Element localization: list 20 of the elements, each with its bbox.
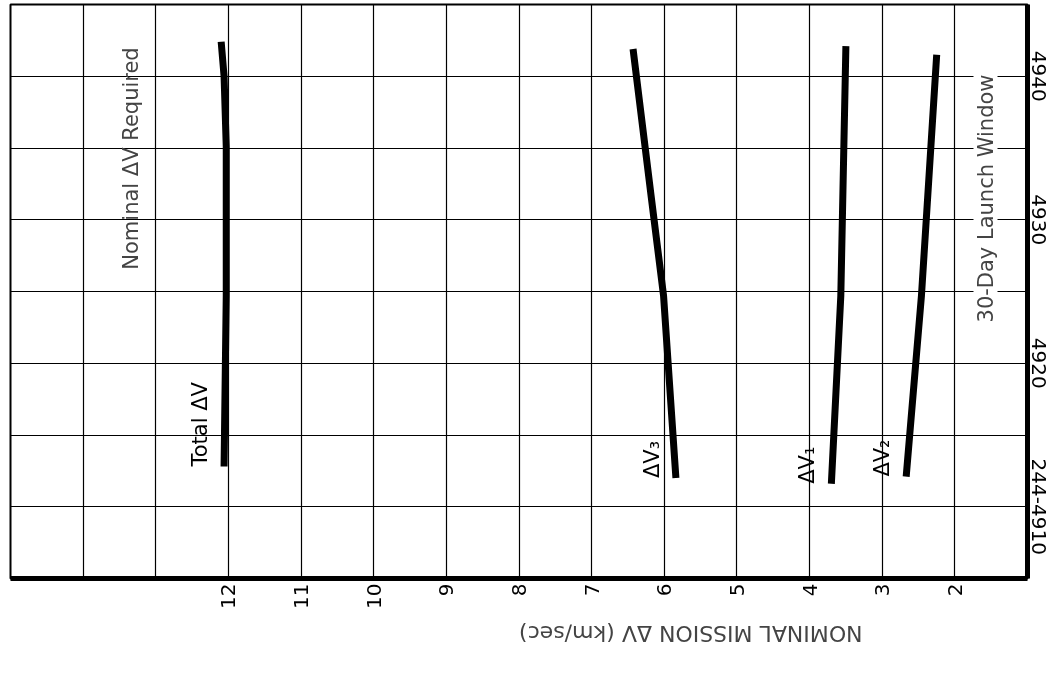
text: Nominal ΔV Required <box>118 47 143 270</box>
x-tick-label: 10 <box>361 583 386 609</box>
x-tick-label: 7 <box>579 583 604 597</box>
x-tick-label: 4 <box>797 583 822 597</box>
text: ΔV₃ <box>639 440 664 479</box>
x-tick-label: 6 <box>652 583 677 597</box>
x-tick-label: 8 <box>507 583 531 597</box>
x-tick-label: 2 <box>942 583 967 597</box>
y-tick-label: 4920 <box>1026 337 1048 389</box>
x-tick-label: 12 <box>216 583 241 609</box>
x-tick-label: 9 <box>434 583 459 597</box>
annotation: 30-Day Launch Window <box>973 74 998 323</box>
y-tick-label: 244-4910 <box>1026 458 1048 555</box>
x-tick-label: 5 <box>724 583 749 597</box>
y-tick-label: 4930 <box>1026 194 1048 246</box>
x-axis-title: NOMINAL MISSION ΔV (km/sec) <box>519 621 863 647</box>
x-tick-label: 11 <box>289 583 314 609</box>
y-tick-label: 4940 <box>1026 50 1048 102</box>
x-tick-label: 3 <box>870 583 895 597</box>
text: Total ΔV <box>188 381 213 468</box>
